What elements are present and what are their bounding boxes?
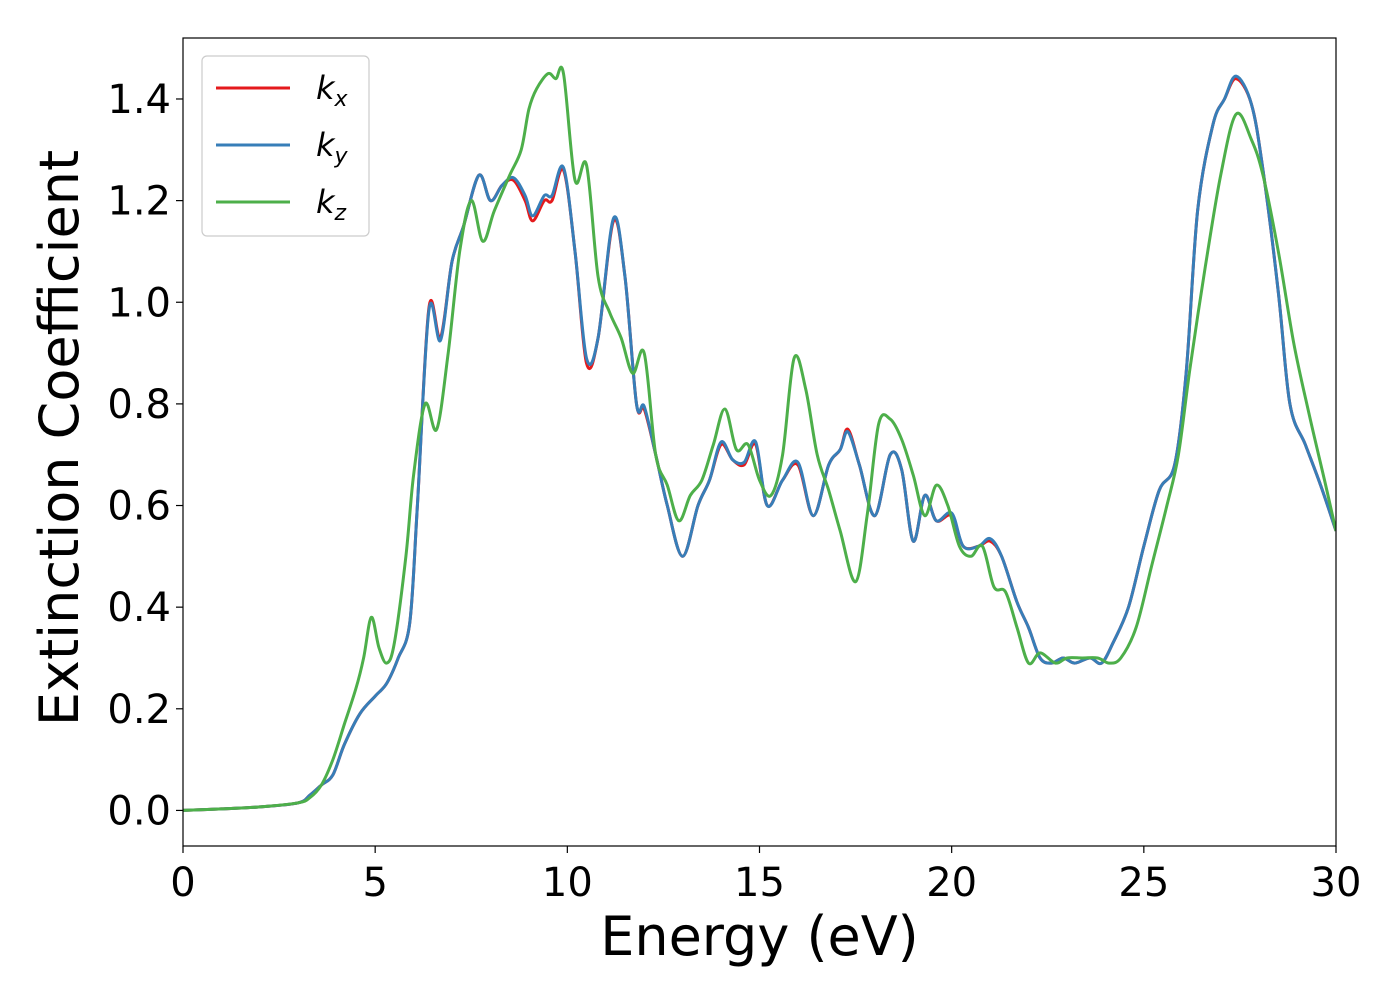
x-axis-label: Energy (eV) [600,905,919,968]
y-tick-label: 0.6 [107,484,171,530]
y-tick-label: 1.4 [107,77,171,123]
x-tick-label: 10 [542,860,593,906]
y-tick-label: 1.2 [107,179,171,225]
series-lines [183,65,1336,812]
y-axis-label: Extinction Coefficient [28,150,91,726]
y-axis: 0.0 0.2 0.4 0.6 0.8 1.0 1.2 1.4 [107,77,183,834]
y-tick-label: 0.2 [107,687,171,733]
x-tick-label: 5 [362,860,387,906]
legend-label-y: ky [316,126,349,169]
y-tick-label: 0.8 [107,382,171,428]
x-tick-label: 0 [170,860,195,906]
y-tick-label: 0.4 [107,585,171,631]
legend-label-x: kx [316,69,349,112]
y-tick-label: 0.0 [107,788,171,834]
y-tick-label: 1.0 [107,280,171,326]
legend-label-z: kz [316,183,347,226]
x-tick-label: 20 [926,860,977,906]
x-tick-label: 25 [1118,860,1169,906]
series-line-y [183,74,1336,812]
x-axis: 0 5 10 15 20 25 30 [170,846,1361,906]
series-line-z [183,65,1336,812]
x-tick-label: 30 [1311,860,1362,906]
x-tick-label: 15 [734,860,785,906]
legend: kx ky kz [201,55,370,237]
